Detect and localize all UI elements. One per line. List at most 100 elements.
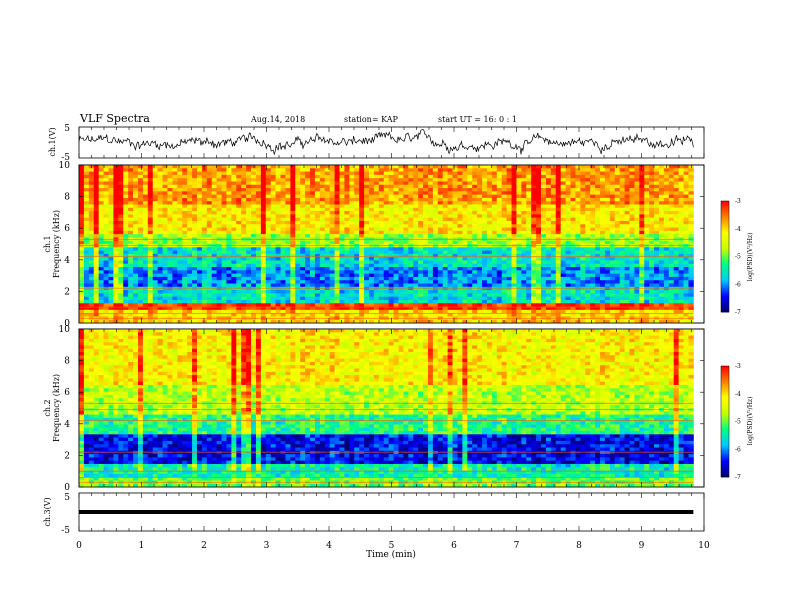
spectrogram-cell — [305, 174, 311, 179]
spectrogram-cell — [393, 267, 399, 271]
spectrogram-cell — [555, 194, 562, 199]
spectrogram-cell — [103, 250, 109, 255]
spectrogram-cell — [663, 253, 670, 258]
spectrogram-cell — [649, 174, 655, 179]
spectrogram-cell — [673, 211, 680, 215]
spectrogram-cell — [162, 194, 168, 199]
spectrogram-cell — [98, 201, 104, 205]
spectrogram-cell — [368, 257, 375, 261]
spectrogram-cell — [531, 211, 537, 215]
spectrogram-cell — [511, 224, 517, 228]
spectrogram-cell — [639, 165, 645, 169]
spectrogram-cell — [300, 165, 306, 169]
spectrogram-cell — [585, 165, 591, 169]
spectrogram-cell — [629, 188, 635, 192]
spectrogram-cell — [275, 191, 281, 196]
spectrogram-cell — [516, 204, 522, 209]
spectrogram-cell — [639, 220, 645, 225]
spectrogram-cell — [275, 194, 281, 199]
spectrogram-cell — [388, 207, 394, 212]
spectrogram-cell — [383, 211, 390, 215]
spectrogram-cell — [644, 230, 650, 235]
spectrogram-cell — [658, 273, 665, 278]
spectrogram-cell — [246, 194, 252, 199]
spectrogram-cell — [462, 174, 468, 179]
spectrogram-cell — [629, 240, 635, 245]
spectrogram-cell — [604, 224, 611, 228]
spectrogram-cell — [565, 276, 571, 281]
spectrogram-cell — [221, 181, 227, 186]
spectrogram-cell — [629, 263, 635, 268]
spectrogram-cell — [634, 174, 640, 179]
spectrogram-cell — [649, 253, 655, 258]
spectrogram-cell — [285, 191, 291, 196]
spectrogram-cell — [167, 250, 173, 255]
spectrogram-cell — [196, 174, 203, 179]
spectrogram-cell — [427, 263, 434, 268]
spectrogram-cell — [246, 267, 252, 271]
spectrogram-cell — [393, 280, 399, 284]
spectrogram-cell — [123, 168, 129, 172]
spectrogram-cell — [93, 224, 100, 228]
spectrogram-cell — [599, 230, 606, 235]
spectrogram-cell — [614, 240, 621, 245]
spectrogram-cell — [324, 250, 331, 255]
spectrogram-cell — [108, 191, 114, 196]
spectrogram-cell — [619, 207, 625, 212]
spectrogram-cell — [688, 253, 694, 258]
spectrogram-cell — [688, 214, 694, 219]
spectrogram-cell — [555, 217, 562, 222]
spectrogram-cell — [310, 290, 316, 294]
spectrogram-cell — [324, 240, 331, 245]
spectrogram-cell — [290, 267, 296, 271]
spectrogram-cell — [359, 263, 365, 268]
spectrogram-cell — [447, 290, 453, 294]
spectrogram-cell — [654, 217, 660, 222]
spectrogram-cell — [393, 201, 399, 205]
spectrogram-cell — [491, 181, 498, 186]
spectrogram-cell — [83, 283, 90, 288]
spectrogram-cell — [324, 178, 331, 182]
spectrogram-cell — [221, 267, 227, 271]
spectrogram-cell — [123, 165, 129, 169]
spectrogram-cell — [624, 283, 630, 288]
spectrogram-cell — [560, 214, 566, 219]
spectrogram-cell — [83, 230, 90, 235]
spectrogram-cell — [147, 204, 154, 209]
spectrogram-cell — [654, 280, 660, 284]
spectrogram-cell — [182, 220, 188, 225]
spectrogram-cell — [305, 253, 311, 258]
spectrogram-cell — [137, 207, 144, 212]
spectrogram-cell — [270, 211, 277, 215]
spectrogram-cell — [437, 214, 444, 219]
spectrogram-cell — [373, 273, 380, 278]
spectrogram-cell — [182, 227, 188, 232]
spectrogram-cell — [511, 211, 517, 215]
spectrogram-cell — [437, 276, 444, 281]
spectrogram-cell — [491, 207, 498, 212]
spectrogram-cell — [378, 270, 385, 275]
spectrogram-cell — [452, 273, 458, 278]
spectrogram-cell — [305, 220, 311, 225]
spectrogram-cell — [187, 267, 193, 271]
spectrogram-cell — [482, 257, 488, 261]
spectrogram-cell — [270, 168, 277, 172]
spectrogram-cell — [398, 227, 404, 232]
spectrogram-cell — [260, 214, 267, 219]
spectrogram-cell — [231, 181, 237, 186]
spectrogram-cell — [216, 267, 222, 271]
spectrogram-cell — [373, 230, 380, 235]
spectrogram-cell — [98, 171, 104, 176]
spectrogram-cell — [290, 270, 296, 275]
spectrogram-cell — [295, 257, 301, 261]
spectrogram-cell — [536, 276, 542, 281]
spectrogram-cell — [555, 214, 562, 219]
spectrogram-cell — [541, 191, 547, 196]
spectrogram-cell — [555, 280, 562, 284]
spectrogram-cell — [555, 247, 562, 251]
spectrogram-cell — [373, 197, 380, 202]
spectrogram-cell — [177, 227, 183, 232]
spectrogram-cell — [654, 263, 660, 268]
spectrogram-cell — [196, 178, 203, 182]
spectrogram-cell — [270, 290, 277, 294]
